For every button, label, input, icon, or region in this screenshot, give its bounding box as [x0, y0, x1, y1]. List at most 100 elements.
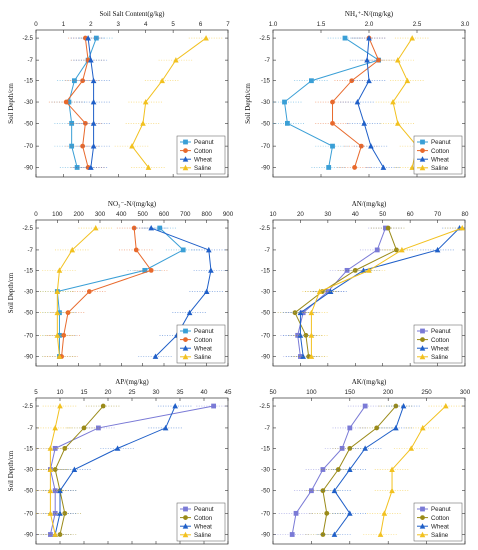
x-tick-label: 7 [226, 21, 230, 28]
data-point [347, 510, 353, 516]
legend-label: Saline [431, 354, 449, 361]
legend-marker [419, 345, 426, 351]
data-point [142, 99, 149, 105]
y-tick-label: -2.5 [259, 35, 270, 42]
data-point [80, 78, 86, 84]
panel-title: NO₃⁻-N/(mg/kg) [108, 200, 157, 208]
data-point [366, 267, 372, 273]
y-tick-label: -30 [261, 289, 271, 296]
series-saline [363, 403, 464, 537]
y-tick-label: -50 [24, 310, 34, 317]
x-tick-label: 3.0 [461, 21, 470, 28]
y-tick-label: -2.5 [22, 225, 33, 232]
data-point [295, 332, 301, 338]
data-point [186, 309, 193, 316]
x-tick-label: 2.0 [365, 21, 374, 28]
y-tick-label: -90 [24, 354, 34, 361]
y-tick-label: -15 [261, 78, 271, 85]
x-tick-label: 10 [270, 211, 277, 218]
data-point [69, 246, 76, 253]
data-point [409, 35, 415, 41]
plot-frame [272, 397, 466, 545]
y-tick-label: -50 [261, 120, 271, 127]
y-tick-label: -50 [261, 310, 271, 317]
y-tick-label: -50 [24, 488, 34, 495]
series-line [56, 227, 185, 357]
x-tick-label: 300 [95, 211, 106, 218]
data-point [52, 467, 58, 472]
y-axis-label: Soil Depth/cm [244, 83, 252, 124]
x-tick-label: 10 [57, 389, 64, 396]
data-point [326, 165, 332, 170]
data-point [368, 143, 374, 149]
x-tick-label: 40 [352, 211, 359, 218]
x-tick-label: 1 [62, 21, 66, 28]
x-tick-label: 60 [407, 211, 414, 218]
x-tick-label: 1.5 [317, 21, 326, 28]
legend-label: Saline [431, 165, 449, 172]
y-tick-label: -70 [261, 143, 271, 150]
legend-marker [420, 337, 425, 342]
data-point [92, 225, 99, 231]
y-tick-label: -50 [261, 488, 271, 495]
data-point [57, 532, 63, 537]
legend-marker [419, 156, 426, 162]
data-point [443, 403, 449, 409]
panel-d: 10 20 30 40 50 60 70 80 AN/(mg/kg) -2.5 -7 -15 -30 -5… [259, 200, 469, 367]
x-tick-label: 5 [171, 21, 175, 28]
data-point [419, 424, 426, 431]
series-saline [36, 403, 78, 537]
data-point [71, 466, 78, 472]
data-point [308, 332, 315, 338]
legend-label: Wheat [194, 345, 212, 352]
x-tick-label: 100 [52, 211, 63, 218]
series-line [392, 37, 418, 168]
x-tick-label: 800 [202, 211, 213, 218]
y-tick-label: -7 [264, 57, 270, 64]
legend-marker [182, 353, 189, 360]
x-tick-label: 80 [462, 211, 469, 218]
data-point [57, 403, 63, 409]
y-tick-label: -2.5 [22, 403, 33, 410]
data-point [86, 289, 92, 294]
data-point [409, 164, 415, 170]
data-point [342, 35, 348, 41]
data-point [297, 332, 304, 338]
data-point [96, 425, 101, 431]
data-point [389, 466, 395, 472]
legend-label: Saline [194, 532, 212, 539]
x-tick-label: 70 [434, 211, 441, 218]
data-point [285, 120, 290, 126]
legend-label: Saline [194, 354, 212, 361]
data-point [145, 164, 152, 170]
y-tick-label: -90 [261, 354, 271, 361]
data-point [148, 225, 154, 231]
y-tick-label: -15 [261, 445, 271, 452]
data-point [62, 445, 68, 451]
x-tick-label: 2.5 [413, 21, 422, 28]
data-point [376, 57, 381, 63]
legend-marker [183, 148, 188, 154]
data-point [347, 466, 353, 472]
series-peanut [40, 225, 201, 359]
data-point [381, 510, 388, 516]
data-point [327, 288, 334, 294]
y-tick-label: -15 [24, 445, 34, 452]
x-tick-label: 600 [159, 211, 170, 218]
legend-label: Peanut [431, 139, 451, 146]
data-point [362, 445, 368, 451]
y-tick-label: -90 [24, 164, 34, 171]
data-point [330, 99, 335, 105]
data-point [434, 246, 441, 253]
x-tick-label: 4 [144, 21, 148, 28]
series-line [291, 405, 366, 535]
data-point [211, 403, 216, 409]
data-point [390, 99, 396, 105]
y-tick-label: -30 [261, 99, 271, 106]
panel-f: 50 100 150 200 250 300 AK/(mg/kg) -2.5 -7 -15 -30 -… [259, 378, 471, 545]
data-point [347, 425, 353, 431]
y-tick-label: -30 [261, 467, 271, 474]
series-saline [294, 225, 466, 359]
y-axis-label: Soil Depth/cm [7, 272, 15, 313]
